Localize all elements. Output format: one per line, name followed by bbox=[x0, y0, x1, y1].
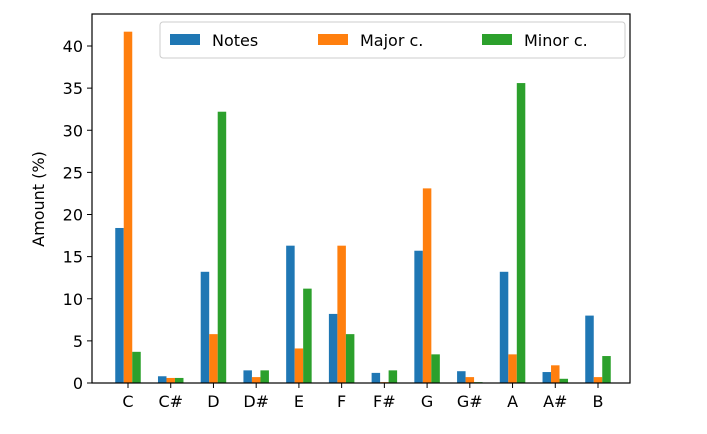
bar-minor-c--F# bbox=[388, 370, 398, 383]
x-tick-label: A bbox=[507, 392, 518, 411]
bar-major-c--D# bbox=[251, 377, 261, 383]
bar-major-c--A bbox=[508, 354, 517, 383]
x-tick-label: A# bbox=[543, 392, 567, 411]
bar-minor-c--F bbox=[345, 334, 355, 383]
x-tick-label: G# bbox=[457, 392, 483, 411]
y-tick-label: 35 bbox=[63, 79, 83, 98]
y-tick-label: 10 bbox=[63, 290, 83, 309]
x-tick-label: F# bbox=[373, 392, 396, 411]
bar-notes-E bbox=[286, 245, 295, 383]
legend-swatch bbox=[170, 34, 200, 45]
bar-major-c--G# bbox=[465, 377, 475, 383]
bar-notes-F# bbox=[371, 372, 381, 383]
bar-minor-c--G bbox=[431, 354, 440, 383]
bar-major-c--C# bbox=[166, 377, 175, 383]
bar-major-c--B bbox=[593, 377, 603, 383]
x-tick-label: C# bbox=[158, 392, 183, 411]
x-tick-label: D bbox=[207, 392, 219, 411]
x-tick-label: F bbox=[337, 392, 346, 411]
bar-minor-c--D bbox=[217, 111, 227, 383]
bar-notes-B bbox=[585, 315, 594, 383]
bar-notes-C bbox=[115, 227, 124, 383]
y-tick-label: 0 bbox=[73, 374, 83, 393]
legend-label: Major c. bbox=[360, 31, 423, 50]
bar-notes-A# bbox=[542, 372, 552, 383]
bar-notes-G bbox=[414, 250, 423, 383]
x-tick-label: C bbox=[122, 392, 133, 411]
x-tick-label: D# bbox=[243, 392, 269, 411]
bar-notes-F bbox=[328, 313, 338, 383]
legend-box bbox=[159, 21, 626, 59]
legend-label: Minor c. bbox=[524, 31, 588, 50]
legend-swatch bbox=[482, 34, 512, 45]
bar-notes-D# bbox=[243, 370, 252, 383]
bar-minor-c--C# bbox=[174, 377, 184, 383]
bar-minor-c--A bbox=[516, 83, 526, 383]
legend-swatch bbox=[318, 34, 348, 45]
bar-major-c--A# bbox=[551, 365, 560, 383]
bar-major-c--D bbox=[209, 334, 218, 383]
bar-minor-c--A# bbox=[559, 378, 569, 383]
bar-minor-c--B bbox=[602, 356, 611, 383]
bar-minor-c--E bbox=[303, 288, 312, 383]
bar-minor-c--D# bbox=[260, 370, 269, 383]
bar-major-c--F bbox=[337, 245, 346, 383]
bar-notes-D bbox=[200, 271, 210, 383]
bar-major-c--C bbox=[123, 31, 133, 384]
bar-major-c--G bbox=[422, 188, 432, 383]
y-tick-label: 25 bbox=[63, 163, 83, 182]
bar-major-c--E bbox=[294, 348, 304, 383]
bar-minor-c--C bbox=[132, 351, 141, 383]
x-tick-label: E bbox=[294, 392, 304, 411]
legend: Notes Major c. Minor c. bbox=[159, 21, 626, 59]
plot-frame bbox=[91, 13, 631, 384]
y-tick-label: 15 bbox=[63, 248, 83, 267]
bar-notes-G# bbox=[457, 371, 466, 383]
y-tick-label: 20 bbox=[63, 206, 83, 225]
x-tick-label: G bbox=[421, 392, 433, 411]
legend-label: Notes bbox=[212, 31, 258, 50]
bar-notes-A bbox=[499, 271, 509, 383]
x-tick-label: B bbox=[593, 392, 604, 411]
y-axis-label: Amount (%) bbox=[29, 151, 48, 247]
bar-notes-C# bbox=[157, 376, 167, 383]
y-tick-label: 5 bbox=[73, 332, 83, 351]
y-tick-label: 30 bbox=[63, 121, 83, 140]
y-tick-label: 40 bbox=[63, 37, 83, 56]
